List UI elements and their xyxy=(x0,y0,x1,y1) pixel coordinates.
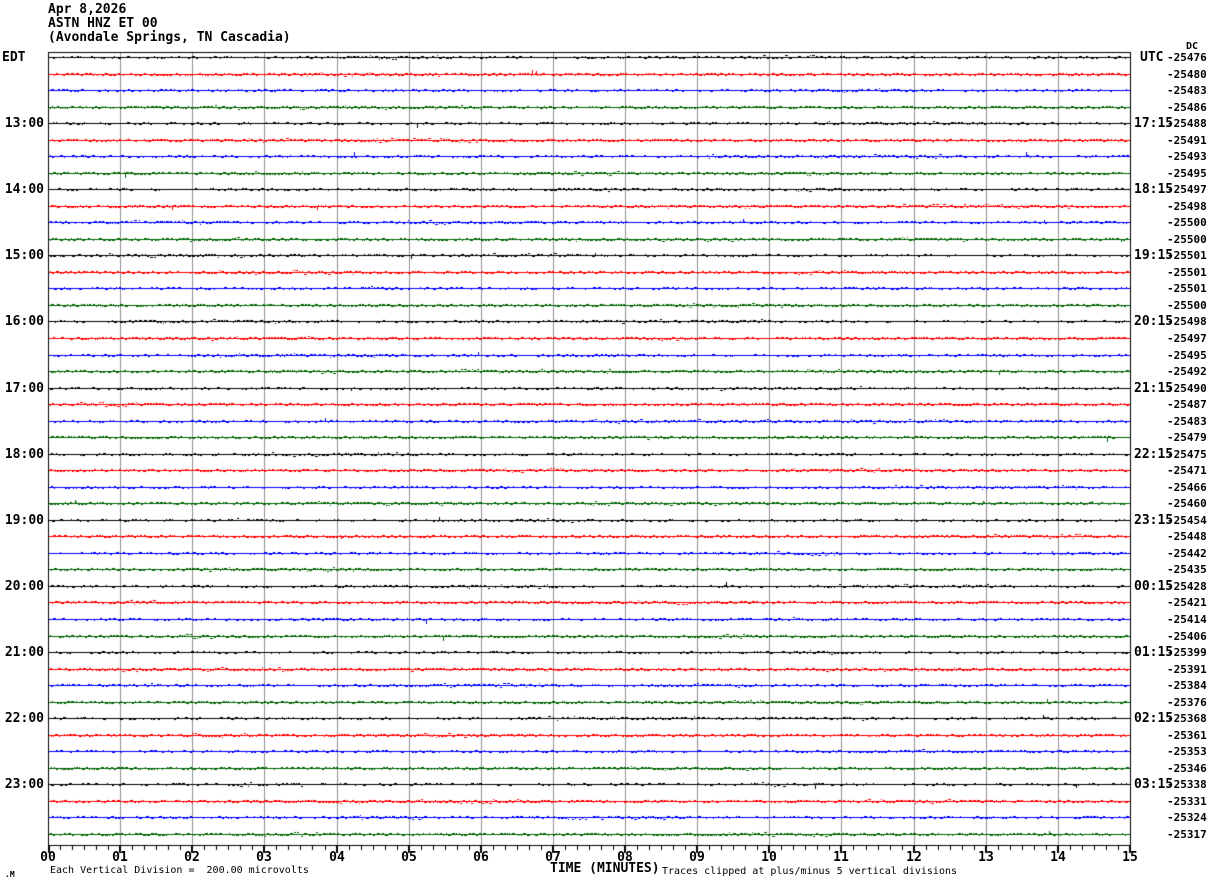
utc-hour-label: 22:15 xyxy=(1134,447,1174,462)
vertical-division-note: Each Vertical Division = 200.00 microvol… xyxy=(50,865,309,876)
x-tick-label: 10 xyxy=(761,850,777,865)
dc-offset-value: -25501 xyxy=(1167,249,1207,262)
dc-offset-value: -25488 xyxy=(1167,117,1207,130)
dc-offset-value: -25498 xyxy=(1167,315,1207,328)
x-axis-label: TIME (MINUTES) xyxy=(550,861,660,876)
dc-offset-value: -25331 xyxy=(1167,795,1207,808)
title-location: (Avondale Springs, TN Cascadia) xyxy=(48,30,291,45)
dc-offset-value: -25480 xyxy=(1167,68,1207,81)
dc-offset-value: -25442 xyxy=(1167,547,1207,560)
edt-hour-label: 13:00 xyxy=(4,116,44,131)
title-station: ASTN HNZ ET 00 xyxy=(48,16,158,31)
dc-offset-value: -25448 xyxy=(1167,530,1207,543)
dc-offset-value: -25406 xyxy=(1167,630,1207,643)
right-axis-header-utc: UTC xyxy=(1140,50,1164,65)
dc-offset-value: -25476 xyxy=(1167,51,1207,64)
x-tick-label: 01 xyxy=(112,850,128,865)
utc-hour-label: 20:15 xyxy=(1134,314,1174,329)
corner-mark: .M xyxy=(5,870,15,879)
edt-hour-label: 16:00 xyxy=(4,314,44,329)
dc-offset-value: -25479 xyxy=(1167,431,1207,444)
dc-offset-value: -25353 xyxy=(1167,745,1207,758)
x-tick-label: 06 xyxy=(473,850,489,865)
dc-offset-value: -25399 xyxy=(1167,646,1207,659)
dc-offset-value: -25492 xyxy=(1167,365,1207,378)
utc-hour-label: 18:15 xyxy=(1134,182,1174,197)
dc-offset-value: -25346 xyxy=(1167,762,1207,775)
dc-offset-value: -25497 xyxy=(1167,183,1207,196)
x-tick-label: 11 xyxy=(833,850,849,865)
utc-hour-label: 23:15 xyxy=(1134,513,1174,528)
dc-offset-value: -25384 xyxy=(1167,679,1207,692)
dc-offset-value: -25361 xyxy=(1167,729,1207,742)
edt-hour-label: 23:00 xyxy=(4,777,44,792)
dc-offset-value: -25497 xyxy=(1167,332,1207,345)
dc-offset-value: -25500 xyxy=(1167,233,1207,246)
x-tick-label: 02 xyxy=(184,850,200,865)
x-tick-label: 09 xyxy=(689,850,705,865)
x-tick-label: 04 xyxy=(329,850,345,865)
dc-offset-value: -25460 xyxy=(1167,497,1207,510)
clipping-note: Traces clipped at plus/minus 5 vertical … xyxy=(662,866,958,877)
dc-offset-value: -25498 xyxy=(1167,200,1207,213)
x-tick-label: 13 xyxy=(978,850,994,865)
dc-offset-value: -25391 xyxy=(1167,663,1207,676)
dc-offset-value: -25483 xyxy=(1167,84,1207,97)
left-axis-header-edt: EDT xyxy=(2,50,26,65)
dc-offset-value: -25500 xyxy=(1167,216,1207,229)
title-date: Apr 8,2026 xyxy=(48,2,127,17)
x-tick-label: 07 xyxy=(545,850,561,865)
dc-offset-value: -25324 xyxy=(1167,811,1207,824)
edt-hour-label: 17:00 xyxy=(4,381,44,396)
dc-offset-value: -25376 xyxy=(1167,696,1207,709)
dc-offset-value: -25495 xyxy=(1167,349,1207,362)
dc-offset-value: -25491 xyxy=(1167,134,1207,147)
dc-offset-value: -25368 xyxy=(1167,712,1207,725)
dc-offset-value: -25471 xyxy=(1167,464,1207,477)
dc-column-header: DC xyxy=(1186,41,1199,52)
dc-offset-value: -25475 xyxy=(1167,448,1207,461)
dc-offset-value: -25317 xyxy=(1167,828,1207,841)
dc-offset-value: -25414 xyxy=(1167,613,1207,626)
utc-hour-label: 17:15 xyxy=(1134,116,1174,131)
dc-offset-value: -25428 xyxy=(1167,580,1207,593)
dc-offset-value: -25454 xyxy=(1167,514,1207,527)
dc-offset-value: -25486 xyxy=(1167,101,1207,114)
dc-offset-value: -25501 xyxy=(1167,266,1207,279)
x-tick-label: 15 xyxy=(1122,850,1138,865)
dc-offset-value: -25421 xyxy=(1167,596,1207,609)
edt-hour-label: 19:00 xyxy=(4,513,44,528)
utc-hour-label: 00:15 xyxy=(1134,579,1174,594)
x-tick-label: 05 xyxy=(401,850,417,865)
edt-hour-label: 21:00 xyxy=(4,645,44,660)
x-tick-label: 03 xyxy=(256,850,272,865)
x-tick-label: 12 xyxy=(906,850,922,865)
dc-offset-value: -25483 xyxy=(1167,415,1207,428)
edt-hour-label: 15:00 xyxy=(4,248,44,263)
utc-hour-label: 03:15 xyxy=(1134,777,1174,792)
x-tick-label: 14 xyxy=(1050,850,1066,865)
edt-hour-label: 14:00 xyxy=(4,182,44,197)
x-tick-label: 08 xyxy=(617,850,633,865)
dc-offset-value: -25501 xyxy=(1167,282,1207,295)
dc-offset-value: -25435 xyxy=(1167,563,1207,576)
utc-hour-label: 19:15 xyxy=(1134,248,1174,263)
dc-offset-value: -25466 xyxy=(1167,481,1207,494)
dc-offset-value: -25500 xyxy=(1167,299,1207,312)
dc-offset-value: -25490 xyxy=(1167,382,1207,395)
x-tick-label: 00 xyxy=(40,850,56,865)
dc-offset-value: -25493 xyxy=(1167,150,1207,163)
edt-hour-label: 20:00 xyxy=(4,579,44,594)
utc-hour-label: 21:15 xyxy=(1134,381,1174,396)
utc-hour-label: 01:15 xyxy=(1134,645,1174,660)
dc-offset-value: -25338 xyxy=(1167,778,1207,791)
edt-hour-label: 18:00 xyxy=(4,447,44,462)
dc-offset-value: -25487 xyxy=(1167,398,1207,411)
utc-hour-label: 02:15 xyxy=(1134,711,1174,726)
edt-hour-label: 22:00 xyxy=(4,711,44,726)
dc-offset-value: -25495 xyxy=(1167,167,1207,180)
